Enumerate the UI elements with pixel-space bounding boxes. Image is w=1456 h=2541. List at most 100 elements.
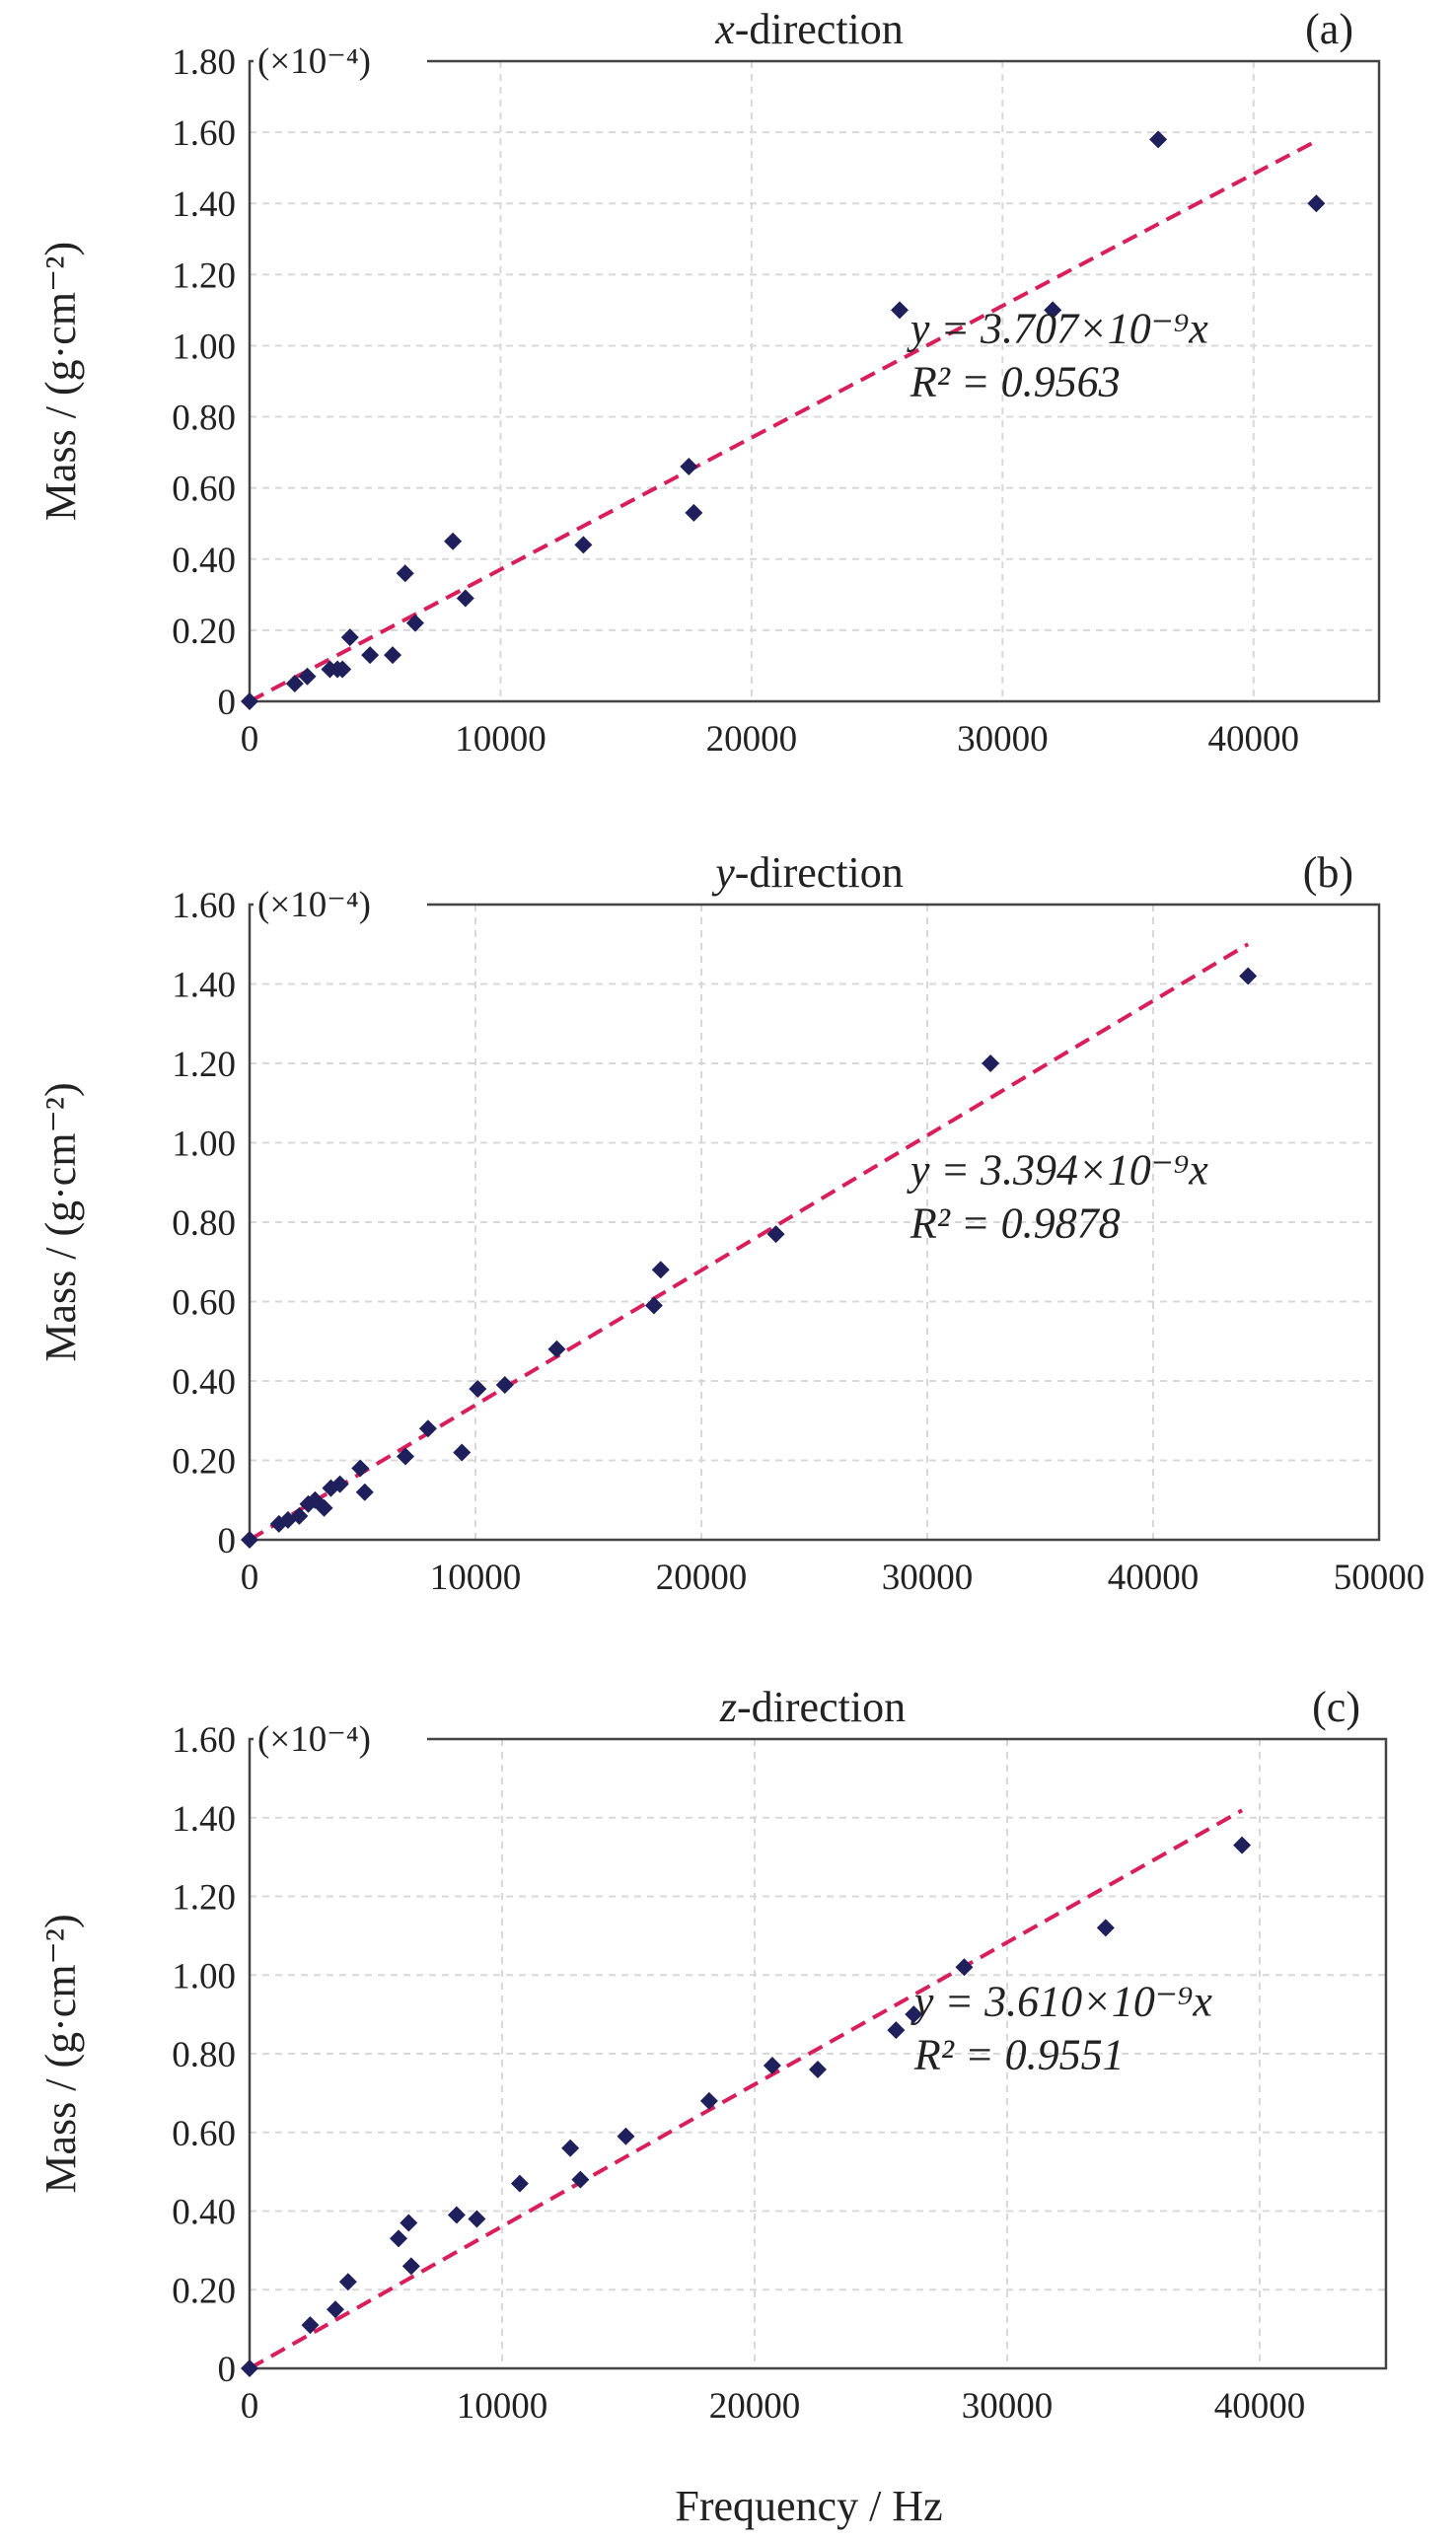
data-point [1239,967,1258,985]
data-point [400,2214,418,2232]
chart-panel-b: 0 0.20 0.40 0.60 0.80 1.00 1.20 1.40 1.60 0 10000 2… [36,848,1424,1598]
data-point [351,1459,370,1478]
x-tick-label: 40000 [1214,2386,1306,2427]
data-point [680,458,698,476]
x-tick-label: 20000 [706,719,798,760]
r-squared-label: R² = 0.9551 [913,2031,1125,2079]
r-squared-label: R² = 0.9563 [910,358,1121,406]
data-point [685,503,703,522]
x-tick-label: 30000 [962,2386,1054,2427]
data-point [617,2127,635,2145]
data-point [469,1380,487,1399]
plot-frame [248,903,1381,1542]
fit-line [248,942,1250,1542]
chart-panel-c: 0 0.20 0.40 0.60 0.80 1.00 1.20 1.40 1.60 0 10000 2… [36,1683,1388,2427]
y-tick-label: 1.00 [172,1125,236,1165]
x-tick-label: 50000 [1334,1558,1425,1598]
data-point [340,628,359,647]
data-point [763,2056,781,2074]
data-point [355,1483,374,1501]
y-tick-label: 1.40 [172,1799,236,1840]
data-point [384,646,402,665]
y-tick-label: 0 [218,1521,237,1561]
data-point [699,2091,718,2110]
y-axis-title: Mass / (g·cm⁻²) [36,242,85,521]
y-tick-label: 0 [218,683,237,723]
data-point [571,2170,590,2189]
fit-equation: y = 3.394×10⁻⁹x [907,1145,1208,1194]
data-point [298,667,317,686]
panel-title-rest: -direction [735,5,904,53]
y-tick-label: 1.60 [172,1720,236,1761]
y-multiplier-label: (×10⁻⁴) [257,885,371,925]
data-point [809,2060,827,2078]
data-point [315,1498,333,1517]
panel-title: y-direction [711,848,904,897]
fit-line [249,1808,1244,2370]
y-tick-label: 0.60 [172,2114,236,2154]
y-axis-title: Mass / (g·cm⁻²) [36,1914,85,2193]
panel-title-rest: -direction [737,1683,906,1731]
y-tick-label: 1.40 [172,184,236,225]
y-tick-label: 1.40 [172,966,236,1006]
data-point [510,2174,529,2193]
chart-panel-a: 0 0.20 0.40 0.60 0.80 1.00 1.20 1.40 1.60 1.80 0 10… [36,5,1381,760]
x-tick-label: 20000 [656,1558,748,1598]
y-tick-label: 0.40 [172,1362,236,1403]
data-point [495,1376,514,1395]
data-point [456,589,474,608]
data-point [330,1475,349,1493]
x-tick-label: 30000 [882,1558,974,1598]
data-point [301,2316,320,2335]
y-tick-label: 0.60 [172,1283,236,1324]
y-tick-label: 1.20 [172,1878,236,1919]
plot-frame [248,59,1381,703]
y-tick-label: 0.20 [172,2271,236,2311]
data-point [574,536,593,554]
data-point [887,2021,906,2040]
multiplier-backdrop [254,1713,427,1761]
data-point [418,1419,437,1438]
y-tick-label: 1.80 [172,42,236,83]
x-tick-label: 0 [241,2386,259,2427]
y-tick-label: 0.20 [172,612,236,652]
x-tick-label: 0 [241,719,259,760]
fit-equation: y = 3.707×10⁻⁹x [907,305,1208,353]
panel-tag: (b) [1303,848,1353,897]
y-tick-label: 1.20 [172,255,236,296]
y-tick-label: 0.40 [172,2193,236,2233]
data-point [547,1340,566,1358]
data-point [285,674,304,692]
panel-title: z-direction [719,1683,906,1731]
panel-title-axis-letter: y [711,848,735,897]
data-point [468,2210,486,2228]
x-tick-label: 10000 [457,2386,548,2427]
data-point [644,1296,663,1315]
multiplier-backdrop [254,36,427,83]
data-point [327,2300,345,2319]
data-point [1149,130,1168,149]
y-tick-label: 0.60 [172,470,236,510]
y-tick-label: 0.40 [172,541,236,581]
data-point [401,2257,420,2276]
data-point [361,646,380,665]
y-tick-label: 0.20 [172,1442,236,1483]
y-multiplier-label: (×10⁻⁴) [257,41,371,82]
data-point [390,2229,408,2248]
y-tick-label: 1.60 [172,886,236,926]
data-point [405,614,424,632]
data-point [333,660,352,679]
y-tick-label: 0.80 [172,399,236,439]
y-tick-label: 0 [218,2350,237,2390]
panel-title-rest: -direction [735,848,904,897]
x-axis-title: Frequency / Hz [675,2482,942,2530]
fit-line [249,139,1318,703]
data-point [766,1225,785,1244]
data-point [1307,194,1326,213]
data-point [396,564,414,583]
y-tick-label: 0.80 [172,1203,236,1244]
x-tick-label: 10000 [455,719,546,760]
data-point [905,2005,923,2024]
fit-equation: y = 3.610×10⁻⁹x [910,1978,1212,2026]
